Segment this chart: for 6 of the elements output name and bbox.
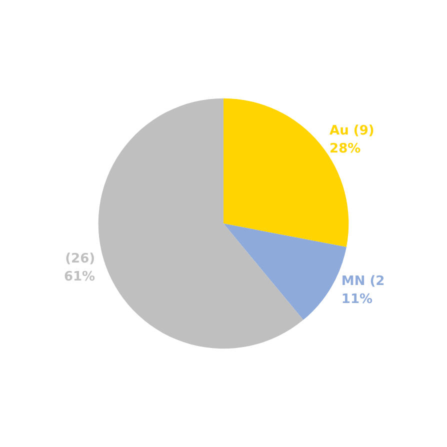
slice-label: (26) [65,251,96,266]
data-label: 11% [341,292,373,307]
data-label: 28% [330,141,361,156]
data-label: 61% [64,269,96,284]
slice-label: Au (9) [330,123,374,138]
slice-label: MN (2 [341,274,385,289]
